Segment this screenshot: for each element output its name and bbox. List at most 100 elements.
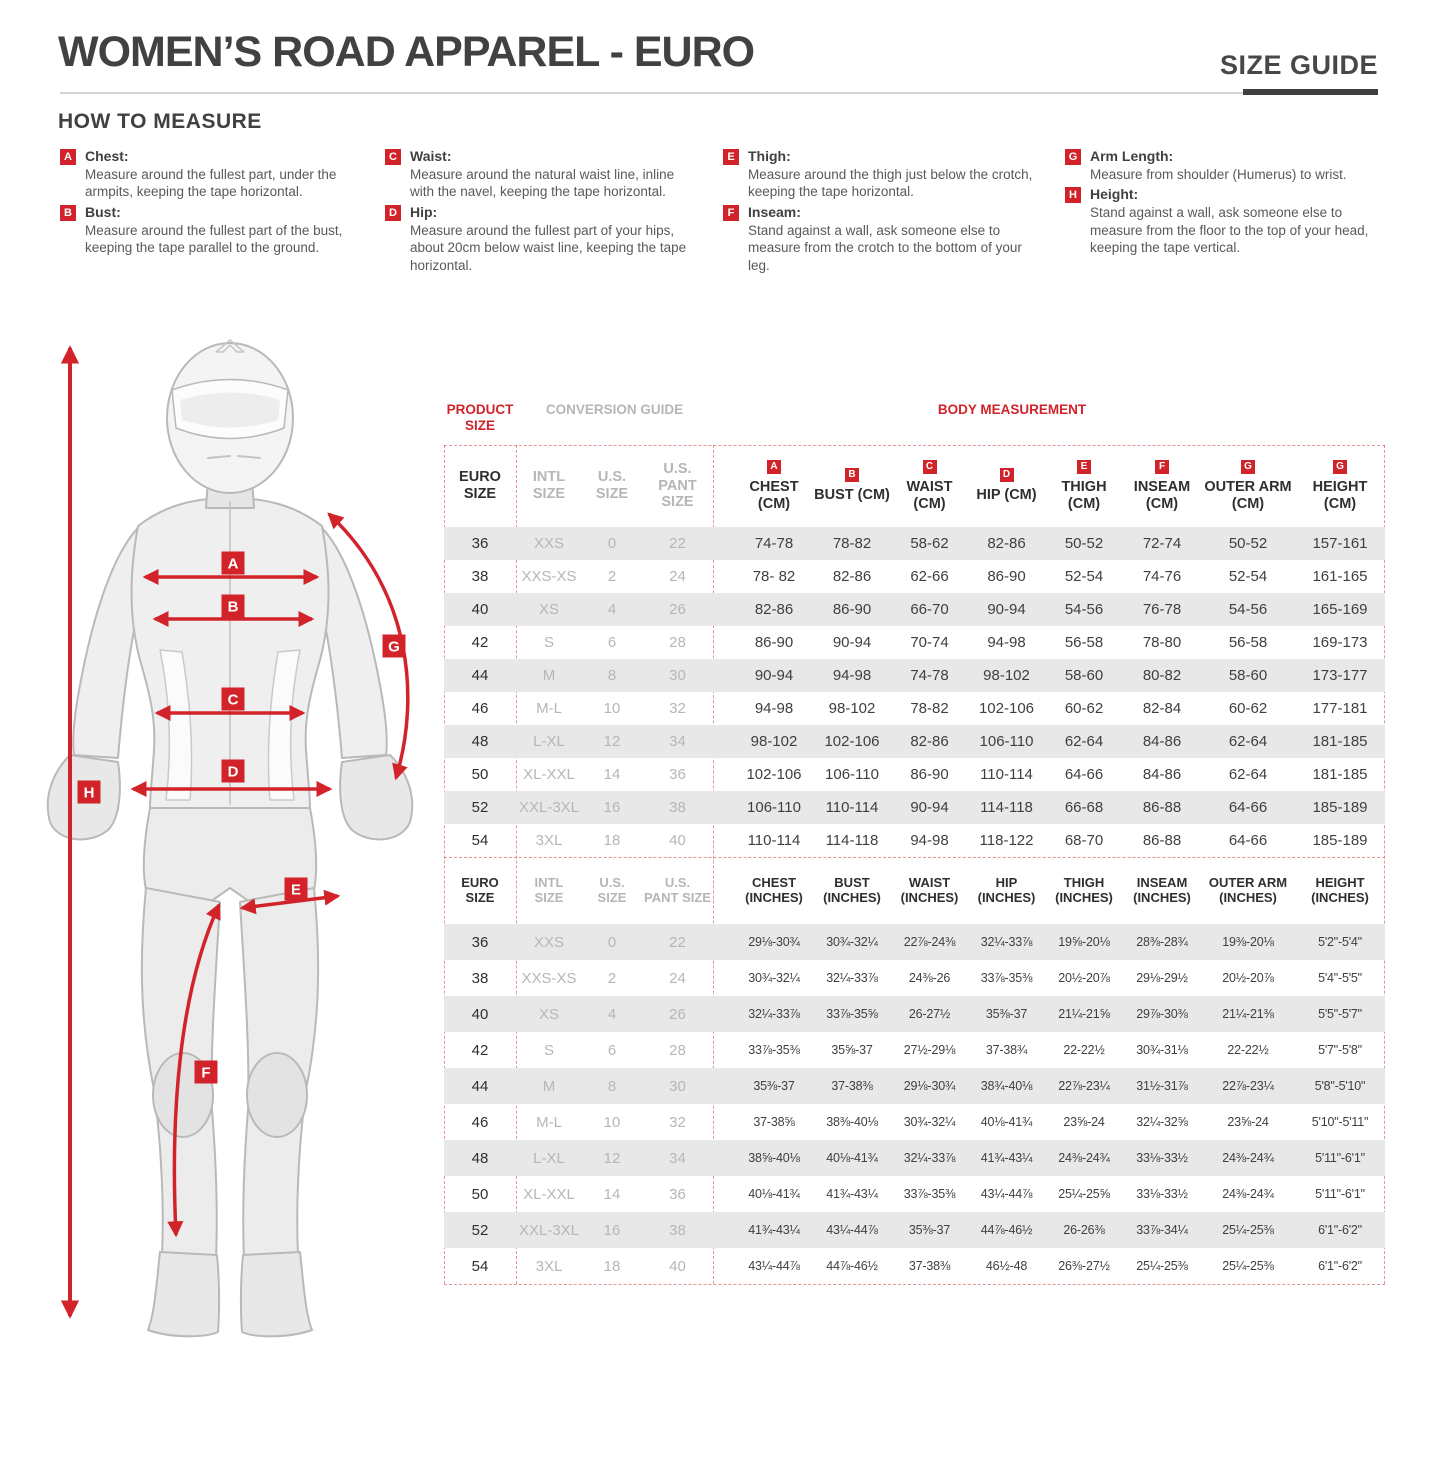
- size-column-header: U.S. PANT SIZE: [644, 874, 711, 905]
- measurement-cell: 30¾-32¼: [748, 971, 800, 985]
- measure-letter-badge: D: [385, 205, 401, 222]
- table-border: [1384, 445, 1385, 1284]
- measure-description: Measure from shoulder (Humerus) to wrist…: [1090, 166, 1347, 182]
- measurement-column-header: THIGH (INCHES): [1055, 874, 1113, 905]
- svg-text:H: H: [84, 785, 95, 802]
- measurement-cell: 26-27½: [908, 1007, 951, 1021]
- measure-description: Measure around the fullest part of the b…: [85, 222, 343, 256]
- size-cell: XS: [538, 601, 559, 618]
- table-row: 50 XL-XXL 14 36 102-106 106-110 86-90 110-114 64…: [444, 758, 1385, 791]
- size-column-header: U.S. SIZE: [595, 469, 629, 502]
- size-cell: 10: [603, 700, 621, 717]
- size-cell: 50: [471, 766, 489, 783]
- measurement-cell: 90-94: [910, 799, 949, 816]
- measurement-cell: 33⅞-35⅜: [748, 1043, 800, 1057]
- spacer-cell: [713, 659, 735, 692]
- measurement-cell: 26-26⅜: [1063, 1223, 1105, 1237]
- measurement-cell: 98-102: [828, 700, 876, 717]
- table-row: 52 XXL-3XL 16 38 41¾-43¼ 43¼-44⅞ 35⅜-37 44⅞-46½…: [444, 1212, 1385, 1248]
- svg-text:A: A: [228, 556, 239, 573]
- size-cell: 14: [603, 1185, 621, 1203]
- measurement-cell: 41¾-43¼: [826, 1187, 878, 1201]
- measurement-cell: 98-102: [750, 733, 798, 750]
- spacer-cell: [713, 593, 735, 626]
- measurement-cell: 74-78: [754, 535, 794, 552]
- size-cell: 18: [603, 1257, 621, 1275]
- rider-illustration: A B C D E F G H: [46, 339, 414, 1338]
- measurement-cell: 29⅛-29½: [1136, 971, 1188, 985]
- measurement-cell: 40⅛-41¾: [826, 1151, 878, 1165]
- size-column-header: U.S. SIZE: [597, 874, 627, 905]
- measurement-cell: 43¼-44⅞: [980, 1187, 1033, 1201]
- size-cell: 50: [471, 1185, 489, 1203]
- size-cell: 12: [603, 1149, 621, 1167]
- measurement-cell: 30¾-32¼: [903, 1115, 956, 1129]
- measurement-cell: 106-110: [825, 766, 879, 783]
- measurement-cell: 102-106: [746, 766, 802, 783]
- measurement-cell: 23⅝-24: [1063, 1115, 1105, 1129]
- column-letter-badge: D: [999, 468, 1014, 483]
- page-title: WOMEN’S ROAD APPAREL - EURO: [58, 28, 755, 76]
- size-cell: 42: [471, 1041, 489, 1059]
- measurement-cell: 98-102: [983, 667, 1030, 684]
- measurement-cell: 64-66: [1064, 766, 1104, 783]
- measurement-cell: 74-76: [1142, 568, 1182, 585]
- measure-label: Inseam:: [748, 204, 801, 221]
- size-cell: 42: [471, 634, 489, 651]
- size-cell: 6: [607, 634, 617, 651]
- size-cell: 46: [471, 1113, 489, 1131]
- measurement-cell: 161-165: [1312, 568, 1368, 585]
- size-table: PRODUCT SIZE CONVERSION GUIDE BODY MEASU…: [444, 400, 1385, 1295]
- measure-label: Hip:: [410, 204, 438, 221]
- measurement-cell: 114-118: [980, 799, 1033, 816]
- size-cell: 12: [603, 733, 621, 750]
- size-cell: M-L: [536, 700, 562, 717]
- size-table-rows: EURO SIZE INTL SIZE U.S. SIZE U.S. PANT SIZE A CH…: [444, 445, 1385, 1284]
- size-cell: 36: [471, 535, 489, 552]
- measurement-cell: 54-56: [1228, 601, 1268, 618]
- column-letter-badge: G: [1333, 459, 1347, 474]
- table-row: 46 M-L 10 32 94-98 98-102 78-82 102-106 60-62 82-…: [444, 692, 1385, 725]
- measurement-cell: 90-94: [754, 667, 794, 684]
- measurement-cell: 185-189: [1312, 799, 1368, 816]
- measurement-cell: 62-64: [1064, 733, 1104, 750]
- table-border: [444, 857, 1385, 858]
- measure-column: E Thigh: Measure around the thigh just bel…: [723, 148, 1043, 278]
- table-border: [444, 445, 1385, 446]
- spacer-cell: [713, 560, 735, 593]
- size-cell: XL-XXL: [523, 1185, 575, 1203]
- measurement-cell: 20½-20⅞: [1058, 971, 1110, 985]
- size-cell: 48: [471, 1149, 489, 1167]
- measurement-cell: 46½-48: [985, 1259, 1028, 1273]
- measurement-column-header: C WAIST (CM): [906, 459, 953, 512]
- spacer-cell: [713, 758, 735, 791]
- size-cell: L-XL: [533, 733, 565, 750]
- measurement-cell: 50-52: [1228, 535, 1268, 552]
- table-row: 40 XS 4 26 82-86 86-90 66-70 90-94 54-56 76-78 54-…: [444, 593, 1385, 626]
- column-letter-badge: B: [845, 468, 859, 483]
- size-cell: 6: [607, 1041, 617, 1059]
- spacer-cell: [713, 445, 735, 527]
- measure-label: Height:: [1090, 186, 1139, 203]
- measurement-cell: 84-86: [1142, 766, 1182, 783]
- measurement-cell: 76-78: [1142, 601, 1182, 618]
- size-cell: 8: [607, 1077, 617, 1095]
- table-border: [713, 445, 714, 1284]
- size-cell: 8: [607, 667, 617, 684]
- measure-description: Measure around the fullest part, under t…: [85, 166, 337, 200]
- measurement-cell: 181-185: [1312, 766, 1368, 783]
- measurement-cell: 29⅛-30¾: [903, 1079, 956, 1093]
- measurement-cell: 38⅜-40⅛: [826, 1115, 878, 1129]
- measurement-cell: 23⅝-24: [1227, 1115, 1269, 1129]
- measurement-cell: 24⅜-24¾: [1222, 1187, 1274, 1201]
- measurement-cell: 52-54: [1064, 568, 1104, 585]
- measurement-cell: 44⅞-46½: [980, 1223, 1033, 1237]
- measurement-cell: 22⅞-23¼: [1222, 1079, 1274, 1093]
- size-cell: M: [542, 667, 556, 684]
- table-header-row: EURO SIZE INTL SIZE U.S. SIZE U.S. PANT SIZE A CH…: [444, 445, 1385, 527]
- size-cell: 40: [669, 832, 686, 849]
- size-cell: 40: [471, 601, 489, 618]
- measurement-cell: 5'4"-5'5": [1318, 971, 1362, 985]
- figure-marker-f: F: [194, 1060, 218, 1084]
- spacer-cell: [713, 1176, 735, 1212]
